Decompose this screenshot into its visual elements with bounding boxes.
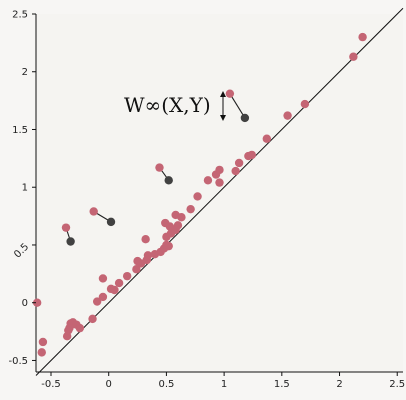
data-point-b xyxy=(66,237,75,246)
data-point-a xyxy=(225,89,235,98)
data-point-a xyxy=(177,213,186,222)
data-point-a xyxy=(132,265,141,274)
data-point-a xyxy=(65,323,74,333)
y-tick-label: 2.5 xyxy=(12,10,28,21)
data-point-a xyxy=(155,163,164,172)
x-tick-label: 1 xyxy=(221,379,227,390)
y-tick-label: -0.5 xyxy=(8,356,28,367)
data-point-a xyxy=(215,165,224,175)
x-tick-label: -0.5 xyxy=(41,379,61,390)
data-point-a xyxy=(133,256,142,266)
plot-background xyxy=(36,14,403,372)
matching-segment xyxy=(229,93,246,119)
data-point-a xyxy=(114,278,124,288)
data-point-a xyxy=(143,251,153,260)
data-point-a xyxy=(38,337,48,347)
y-tick-label: 0 xyxy=(22,298,28,309)
data-point-a xyxy=(89,207,98,216)
data-point-a xyxy=(283,111,292,120)
data-point-a xyxy=(203,176,213,185)
y-tick-label: 2 xyxy=(22,67,28,78)
data-point-a xyxy=(88,314,97,324)
data-point-a xyxy=(61,223,71,232)
data-point-a xyxy=(141,234,150,244)
data-point-a xyxy=(262,134,272,143)
data-point-b xyxy=(164,176,173,185)
y-tick-label: 1.5 xyxy=(12,125,28,136)
data-point-b xyxy=(240,113,250,123)
data-point-a xyxy=(98,292,108,302)
data-point-a xyxy=(164,241,173,251)
data-point-a xyxy=(32,298,42,307)
y-tick-label: 1 xyxy=(22,183,28,194)
diagonal-line xyxy=(35,7,404,376)
data-point-a xyxy=(247,150,257,160)
data-point-b xyxy=(106,217,116,227)
data-point-a xyxy=(300,99,310,109)
data-point-a xyxy=(161,218,170,228)
data-point-a xyxy=(75,323,85,333)
data-point-a xyxy=(231,166,240,176)
diagonal-layer xyxy=(35,7,404,376)
data-point-a xyxy=(173,221,183,230)
annotation-label: W∞(X,Y) xyxy=(124,93,211,117)
data-point-a xyxy=(234,158,244,168)
data-point-a xyxy=(98,274,108,283)
data-point-a xyxy=(37,348,46,357)
x-tick-label: 1.5 xyxy=(274,379,290,390)
double-arrow-icon xyxy=(220,91,226,121)
annotation: W∞(X,Y) xyxy=(124,91,226,121)
data-point-a xyxy=(122,271,132,281)
data-point-a xyxy=(358,32,367,42)
data-point-a xyxy=(215,178,224,187)
x-tick-label: 0.5 xyxy=(158,379,174,390)
x-tick-label: 0 xyxy=(106,379,112,390)
data-point-a xyxy=(186,204,195,214)
data-point-a xyxy=(349,52,358,61)
data-point-a xyxy=(193,192,202,201)
points-layer xyxy=(32,32,367,357)
y-tick-label: 0.5 xyxy=(12,241,31,260)
data-point-a xyxy=(92,297,102,306)
x-tick-label: 2.5 xyxy=(389,379,405,390)
data-point-a xyxy=(110,285,119,295)
x-tick-label: 2 xyxy=(336,379,342,390)
